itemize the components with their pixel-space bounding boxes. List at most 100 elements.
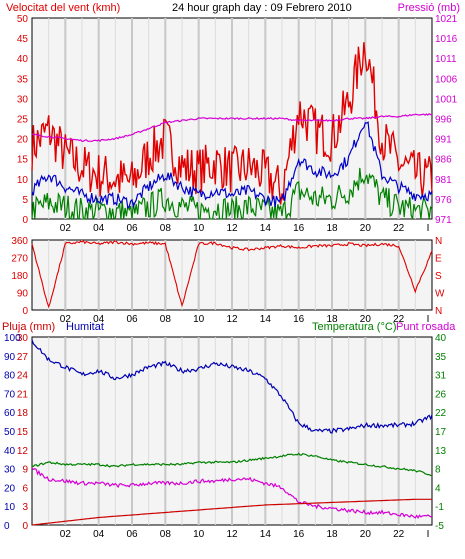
wind-x-tick-label: 18 (326, 223, 338, 234)
wind-y-tick-label: 20 (17, 135, 29, 146)
wind-direction-line (31, 239, 433, 309)
rain-y2-tick-label: 40 (435, 333, 447, 344)
direction-y2-tick-label: W (435, 289, 445, 300)
wind-y2-tick-label: 1001 (435, 94, 458, 105)
wind-x-tick-label: 08 (160, 223, 172, 234)
direction-x-tick-label: 20 (360, 314, 372, 325)
direction-y-tick-label: 90 (17, 289, 29, 300)
rain-y2-tick-label: 4 (435, 483, 441, 494)
wind-y2-tick-label: 1011 (435, 54, 457, 65)
dewpoint-line (31, 467, 433, 519)
rain-y-tick-label: 24 (17, 371, 29, 382)
wind-pressure-panel: 02 04 06 08 10 12 14 16 18 20 22 I 0 5 10 15 20 25 30 35 40 4… (17, 14, 458, 234)
rain-line (31, 498, 432, 526)
wind-y-tick-label: 25 (17, 115, 29, 126)
wind-y-tick-label: 30 (17, 94, 29, 105)
wind-y2-tick-label: 981 (435, 175, 452, 186)
wind-y-tick-label: 15 (17, 155, 29, 166)
rain-y-tick-label: 27 (17, 352, 29, 363)
wind-y-tick-label: 50 (17, 14, 29, 25)
pressure-line (31, 113, 433, 143)
wind-y2-tick-label: 996 (435, 115, 452, 126)
direction-x-tick-label: I (427, 314, 430, 325)
direction-x-tick-label: 12 (226, 314, 238, 325)
humidity-y-tick-label: 30 (4, 465, 16, 476)
wind-y-tick-label: 10 (17, 175, 29, 186)
humidity-line (31, 339, 433, 434)
direction-x-tick-label: 10 (193, 314, 205, 325)
direction-y-tick-label: 360 (11, 236, 28, 247)
rain-y-tick-label: 0 (22, 521, 28, 532)
wind-y2-tick-label: 971 (435, 215, 452, 226)
rain-y-tick-label: 6 (22, 483, 28, 494)
wind-y2-tick-label: 1021 (435, 14, 458, 25)
wind-x-tick-label: 22 (393, 223, 405, 234)
humidity-panel-series (31, 339, 433, 526)
direction-x-tick-label: 18 (326, 314, 338, 325)
wind-panel-series (31, 42, 433, 221)
rain-x-tick-label: 20 (360, 529, 372, 540)
humidity-y-tick-label: 70 (4, 389, 16, 400)
humidity-panel-ticks: 02 04 06 08 10 12 14 16 18 20 22 I03691215182124273… (4, 333, 447, 540)
temperature-axis-label: Temperatura (°C) (312, 321, 396, 333)
humidity-y-tick-label: 20 (4, 483, 16, 494)
direction-y2-tick-label: N (435, 236, 442, 247)
direction-x-tick-label: 06 (126, 314, 138, 325)
humidity-axis-label: Humitat (66, 321, 104, 333)
rain-y2-tick-label: 26 (435, 389, 447, 400)
direction-x-tick-label: 14 (260, 314, 272, 325)
rain-y2-tick-label: 13 (435, 446, 447, 457)
direction-x-tick-label: 22 (393, 314, 405, 325)
humidity-y-tick-label: 80 (4, 371, 16, 382)
humidity-y-tick-label: 40 (4, 446, 16, 457)
humidity-temperature-panel: 02 04 06 08 10 12 14 16 18 20 22 I03691215182124273… (4, 333, 447, 540)
rain-y2-tick-label: -1 (435, 502, 444, 513)
rain-y2-tick-label: 35 (435, 352, 447, 363)
direction-y-tick-label: 0 (22, 306, 28, 317)
humidity-y-tick-label: 0 (4, 521, 10, 532)
humidity-y-tick-label: 100 (4, 333, 21, 344)
rain-y2-tick-label: 8 (435, 465, 441, 476)
direction-x-tick-label: 02 (60, 314, 72, 325)
direction-y-tick-label: 270 (11, 254, 28, 265)
direction-y-tick-label: 180 (11, 271, 28, 282)
rain-x-tick-label: 02 (60, 529, 72, 540)
wind-y-tick-label: 45 (17, 34, 29, 45)
wind-y2-tick-label: 986 (435, 155, 452, 166)
wind-x-tick-label: I (427, 223, 430, 234)
rain-x-tick-label: 16 (293, 529, 305, 540)
wind-low-line (31, 167, 433, 221)
rain-y2-tick-label: 31 (435, 371, 447, 382)
rain-x-tick-label: 18 (326, 529, 338, 540)
humidity-y-tick-label: 10 (4, 502, 16, 513)
humidity-y-tick-label: 60 (4, 408, 16, 419)
rain-x-tick-label: 22 (393, 529, 405, 540)
humidity-y-tick-label: 50 (4, 427, 16, 438)
graph-title: 24 hour graph day : 09 Febrero 2010 (172, 2, 352, 14)
wind-axis-label: Velocitat del vent (kmh) (6, 2, 120, 14)
wind-y2-tick-label: 1016 (435, 34, 458, 45)
wind-y-tick-label: 35 (17, 74, 29, 85)
wind-y-tick-label: 0 (22, 215, 28, 226)
rain-y-tick-label: 21 (17, 389, 29, 400)
rain-x-tick-label: 08 (160, 529, 172, 540)
wind-x-tick-label: 04 (93, 223, 105, 234)
wind-panel-ticks: 02 04 06 08 10 12 14 16 18 20 22 I 0 5 10 15 20 25 30 35 40 4… (17, 14, 458, 234)
direction-x-tick-label: 08 (160, 314, 172, 325)
rain-y-tick-label: 3 (22, 502, 28, 513)
rain-y-tick-label: 15 (17, 427, 29, 438)
wind-gust-line (31, 42, 433, 205)
direction-y2-tick-label: E (435, 254, 442, 265)
wind-x-tick-label: 06 (126, 223, 138, 234)
rain-x-tick-label: 06 (126, 529, 138, 540)
wind-y-tick-label: 5 (22, 195, 28, 206)
dewpoint-axis-label: Punt rosada (396, 321, 456, 333)
wind-x-tick-label: 20 (360, 223, 372, 234)
rain-y2-tick-label: -5 (435, 521, 444, 532)
wind-x-tick-label: 02 (60, 223, 72, 234)
rain-y-tick-label: 12 (17, 446, 29, 457)
humidity-y-tick-label: 90 (4, 352, 16, 363)
direction-y2-tick-label: S (435, 271, 442, 282)
rain-x-tick-label: 12 (226, 529, 238, 540)
